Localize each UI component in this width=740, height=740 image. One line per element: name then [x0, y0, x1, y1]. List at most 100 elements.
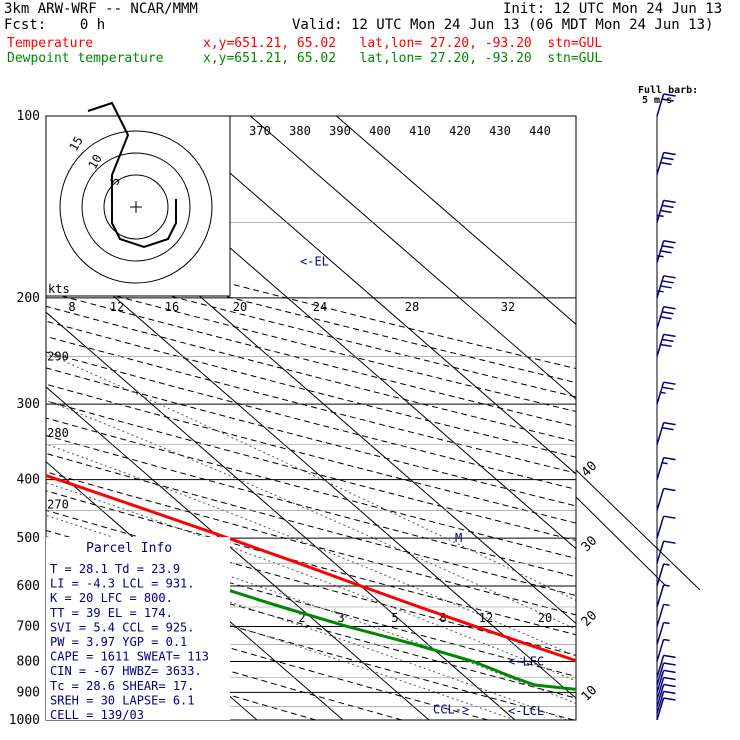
wind-barb	[656, 697, 676, 721]
wind-barb-staff	[656, 584, 665, 608]
wind-barb-flag	[663, 421, 676, 426]
wind-barb-half	[657, 214, 664, 218]
wind-barb	[656, 456, 676, 480]
mixing-ratio-label: 3	[337, 611, 344, 625]
wind-barb-staff	[656, 457, 665, 480]
parcel-info-row: TT = 39 EL = 174.	[50, 606, 173, 620]
pressure-label: 200	[17, 291, 40, 306]
wind-barb-flag	[663, 697, 676, 701]
isotherm-line	[46, 311, 516, 720]
chart-labels: 1002003004005006007008009001000-80-70-60…	[9, 109, 701, 728]
parcel-level-label: CCL->	[433, 703, 469, 717]
wind-barb	[656, 421, 676, 445]
mixing-ratio-label: 20	[538, 611, 552, 625]
isotherm-line	[336, 116, 576, 326]
hodograph-ring	[59, 130, 213, 284]
wind-barb-staff	[656, 200, 665, 223]
speed-axis-label: 20	[233, 300, 247, 314]
wind-barb-staff	[656, 515, 665, 539]
pressure-label: 300	[17, 397, 40, 412]
wind-barb-flag	[659, 343, 672, 348]
hodograph-ring-label: 10	[85, 152, 104, 172]
wind-barb	[656, 540, 676, 564]
wind-barb	[656, 515, 676, 539]
wind-barb	[656, 654, 676, 678]
pressure-label: 600	[17, 579, 40, 594]
speed-axis-label: 12	[110, 300, 124, 314]
wind-barb-staff	[656, 604, 665, 627]
temperature-profile	[46, 474, 576, 663]
wind-barb	[656, 93, 676, 117]
wind-barb-flag	[663, 515, 676, 519]
pressure-label: 1000	[9, 713, 40, 728]
theta-label: 430	[489, 124, 511, 138]
wind-barb-flag	[663, 676, 676, 681]
mixing-ratio-label: 12	[479, 611, 493, 625]
wind-barb-flag	[661, 280, 674, 284]
wind-barb-flag	[659, 209, 672, 214]
temperature-legend: Temperature	[7, 36, 94, 51]
wind-barb	[656, 151, 676, 175]
wind-barb-flag	[661, 386, 674, 390]
wind-barb-flag	[663, 540, 676, 544]
wind-barb	[656, 275, 676, 299]
pressure-label: 100	[17, 109, 40, 124]
speed-axis-label: 32	[501, 300, 515, 314]
wind-barb-staff	[656, 488, 665, 511]
wind-barb-staff	[656, 697, 665, 721]
wind-barb-flag	[663, 683, 676, 688]
wind-barb	[656, 333, 676, 357]
wind-barb-staff	[656, 662, 665, 686]
parcel-info-row: PW = 3.97 YGP = 0.1	[50, 635, 187, 649]
wind-barb-flag	[663, 456, 676, 461]
wind-barb-flag	[661, 310, 674, 315]
theta-label: 370	[249, 124, 271, 138]
wind-barb	[656, 584, 670, 608]
parcel-level-label: <-LCL	[508, 704, 544, 718]
wind-barb-half	[657, 255, 664, 258]
wind-profile: Full barb:5 m s	[638, 85, 698, 721]
forecast-hour: Fcst: 0 h	[4, 17, 106, 33]
mixing-ratio-label: 5	[391, 611, 398, 625]
valid-time: Valid: 12 UTC Mon 24 Jun 13 (06 MDT Mon …	[292, 17, 714, 33]
wind-barb-half	[657, 290, 664, 293]
dewpoint-legend: Dewpoint temperature	[7, 51, 164, 66]
init-time: Init: 12 UTC Mon 24 Jun 13	[503, 1, 723, 17]
isotherm-line	[164, 116, 576, 475]
wind-barb-flag	[661, 204, 674, 209]
wind-barb-flag	[661, 98, 674, 102]
wind-barb-staff	[656, 334, 665, 357]
pressure-label: 900	[17, 685, 40, 700]
theta-label: 420	[449, 124, 471, 138]
hodograph-ring	[103, 174, 169, 240]
wind-barb-flag	[659, 285, 672, 289]
parcel-info-box: Parcel Info T = 28.1 Td = 23.9LI = -4.3 L…	[46, 537, 230, 722]
wind-barb	[656, 603, 670, 627]
wind-barb	[656, 199, 676, 223]
wind-barb-flag	[661, 338, 674, 343]
theta-label: 440	[529, 124, 551, 138]
parcel-info-row: LI = -4.3 LCL = 931.	[50, 577, 195, 591]
wind-barb-half	[663, 621, 670, 625]
wind-barb-flag	[663, 333, 676, 338]
parcel-level-label: <-LFC	[508, 654, 544, 668]
wind-barb	[656, 662, 676, 686]
wind-barb-staff	[656, 306, 665, 329]
parcel-level-label: M	[455, 531, 462, 545]
wind-barb	[656, 669, 676, 693]
barb-key-title: Full barb:	[638, 85, 698, 96]
wind-barb-staff	[656, 240, 665, 264]
wind-barb-staff	[656, 152, 665, 175]
wind-barb	[656, 690, 676, 714]
wind-barb-staff	[656, 691, 665, 714]
dewpoint-profile	[46, 535, 576, 691]
theta-side-label: 290	[47, 349, 69, 363]
wind-barb-staff	[656, 639, 665, 662]
wind-barb-flag	[663, 487, 676, 492]
parcel-info-title: Parcel Info	[86, 541, 172, 556]
wind-barb-flag	[663, 240, 676, 244]
wind-barb	[656, 621, 670, 645]
speed-axis-label: 28	[405, 300, 419, 314]
wind-barb-staff	[656, 677, 665, 700]
